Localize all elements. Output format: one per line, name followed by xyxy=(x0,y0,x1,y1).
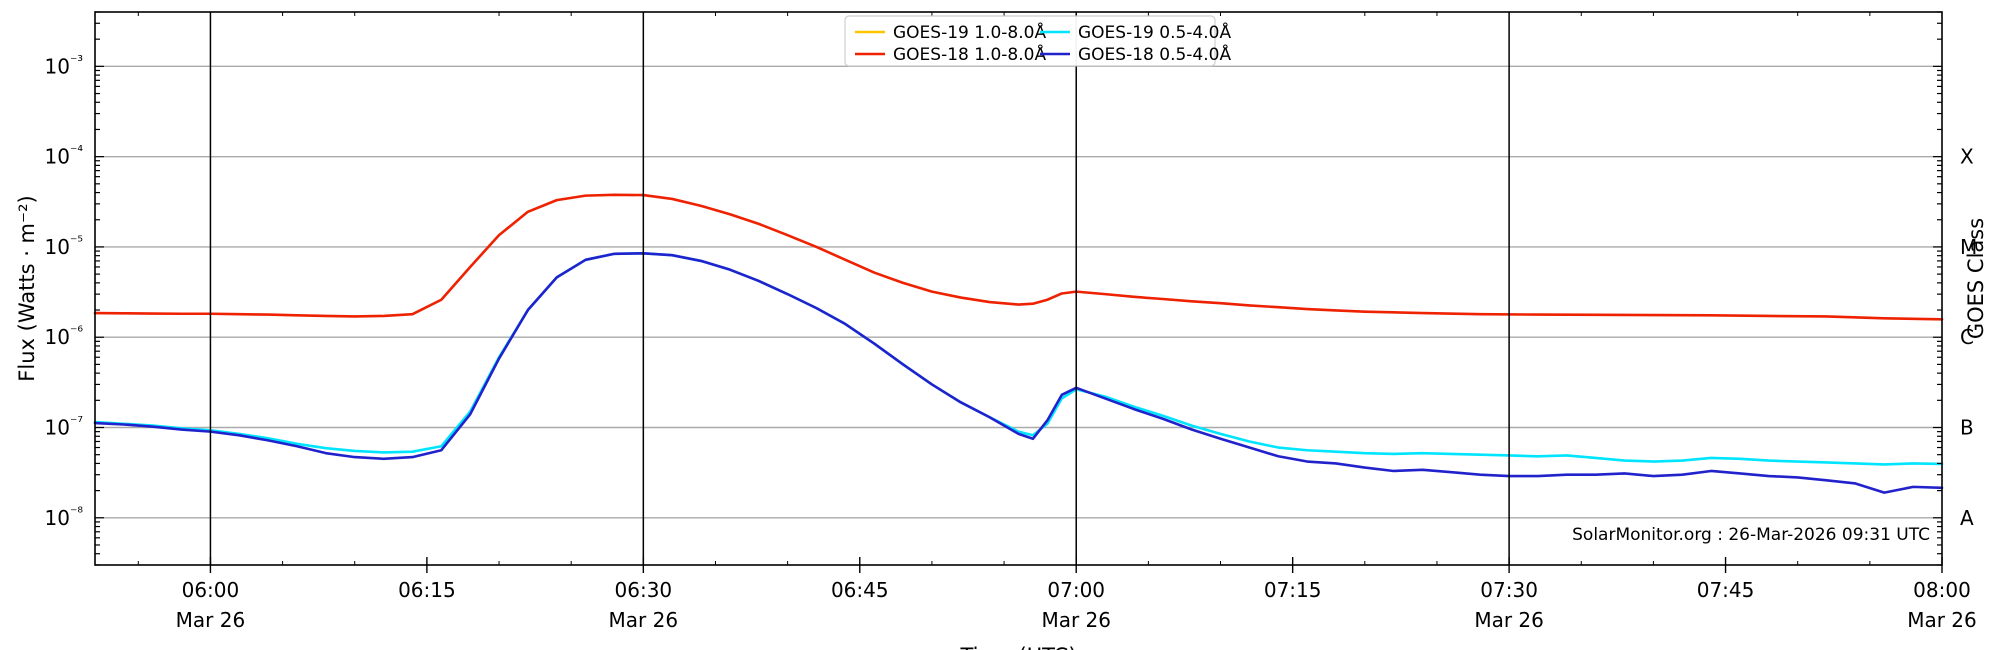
x-tick-label: 06:30 xyxy=(615,578,673,602)
y-tick-label: 10⁻³ xyxy=(45,53,83,78)
x-tick-sublabel: Mar 26 xyxy=(1041,608,1111,632)
axes-frame xyxy=(94,11,1943,566)
x-tick-sublabel: Mar 26 xyxy=(176,608,246,632)
series-group xyxy=(93,193,1944,494)
plot-frame xyxy=(94,11,1943,566)
x-tick-label: 07:15 xyxy=(1264,578,1322,602)
x-tick-sublabel: Mar 26 xyxy=(1474,608,1544,632)
series-line-goes18_long xyxy=(93,193,1944,321)
x-tick-sublabel: Mar 26 xyxy=(1907,608,1977,632)
y2-axis-label: GOES Class xyxy=(1964,218,1988,339)
x-tick-sublabel: Mar 26 xyxy=(609,608,679,632)
x-axis-label: Time (UTC) xyxy=(959,644,1076,650)
series-line-goes19_short xyxy=(93,252,1944,466)
legend-box xyxy=(844,15,1216,67)
goes-class-labels: X M C B A xyxy=(1960,145,1977,530)
x-axis-ticks: 06:00 Mar 26 06:15 06:30 Mar 26 06:45 07:00 Mar… xyxy=(137,12,1977,632)
x-tick-label: 08:00 xyxy=(1913,578,1971,602)
y-axis-ticks: 10⁻³ 10⁻⁴ 10⁻⁵ 10⁻⁶ 10⁻⁷ 10⁻⁸ xyxy=(45,11,1942,566)
goes-class-label-X: X xyxy=(1960,145,1974,169)
legend-label-goes18_long: GOES-18 1.0-8.0Å xyxy=(893,43,1046,65)
y-tick-label: 10⁻⁷ xyxy=(45,415,83,440)
x-tick-label: 07:45 xyxy=(1697,578,1755,602)
y-tick-label: 10⁻⁸ xyxy=(45,505,84,530)
legend-label-goes19_short: GOES-19 0.5-4.0Å xyxy=(1078,21,1231,43)
x-tick-label: 06:00 xyxy=(182,578,240,602)
gridlines-group xyxy=(95,65,1942,519)
y-tick-label: 10⁻⁶ xyxy=(45,324,84,349)
y-tick-label: 10⁻⁴ xyxy=(45,144,84,169)
goes-class-label-A: A xyxy=(1960,506,1974,530)
x-tick-label: 07:30 xyxy=(1480,578,1538,602)
credit-annotation: SolarMonitor.org : 26-Mar-2026 09:31 UTC xyxy=(1572,525,1930,545)
x-tick-label: 06:15 xyxy=(398,578,456,602)
y-tick-label: 10⁻⁵ xyxy=(45,234,83,259)
x-tick-label: 06:45 xyxy=(831,578,889,602)
goes-class-label-B: B xyxy=(1960,416,1974,440)
legend-label-goes19_long: GOES-19 1.0-8.0Å xyxy=(893,21,1046,43)
legend-label-goes18_short: GOES-18 0.5-4.0Å xyxy=(1078,43,1231,65)
goes-class-label-M: M xyxy=(1960,235,1977,259)
x-tick-label: 07:00 xyxy=(1047,578,1105,602)
y-axis-label: Flux (Watts · m⁻²) xyxy=(15,195,39,381)
goes-class-label-C: C xyxy=(1960,325,1974,349)
vertical-markers-group xyxy=(209,12,1510,565)
series-line-goes18_short xyxy=(93,252,1944,494)
